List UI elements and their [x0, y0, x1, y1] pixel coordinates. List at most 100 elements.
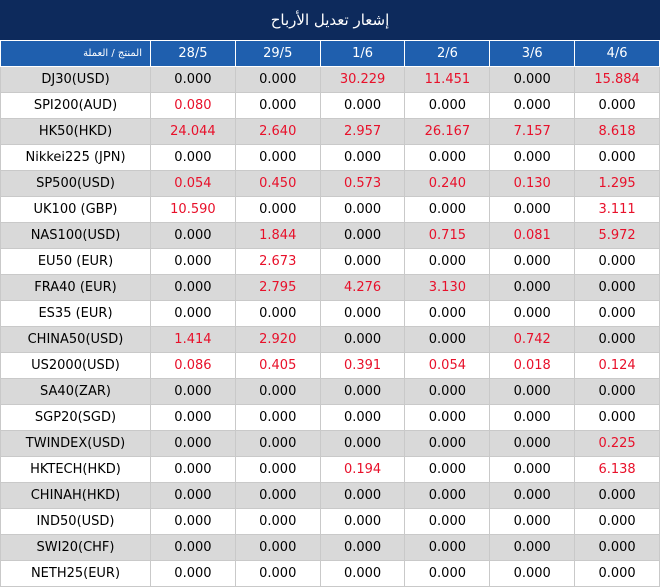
value-cell: 0.000 — [234, 430, 321, 457]
value-cell: 15.884 — [574, 66, 660, 93]
value-cell: 0.000 — [150, 300, 236, 327]
value-cell: 0.081 — [489, 222, 576, 249]
row: CHINAH(HKD) 0.000 0.000 0.000 0.000 0.000 0.00… — [0, 482, 660, 509]
value-cell: 0.000 — [489, 92, 576, 119]
header-row: المنتج / العملة 28/5 29/5 1/6 2/6 3/6 4/6 — [0, 40, 660, 67]
value-cell: 0.000 — [489, 378, 576, 405]
value-cell: 0.000 — [319, 196, 406, 223]
column-header: 1/6 — [319, 40, 406, 67]
value-cell: 0.000 — [404, 144, 491, 171]
value-cell: 0.000 — [319, 92, 406, 119]
value-cell: 0.000 — [319, 430, 406, 457]
row: CHINA50(USD) 1.414 2.920 0.000 0.000 0.742 0.0… — [0, 326, 660, 353]
value-cell: 24.044 — [150, 118, 236, 145]
value-cell: 6.138 — [574, 456, 660, 483]
value-cell: 0.000 — [404, 534, 491, 561]
row: ES35 (EUR) 0.000 0.000 0.000 0.000 0.000 0.000 — [0, 300, 660, 327]
value-cell: 0.124 — [574, 352, 660, 379]
value-cell: 3.130 — [404, 274, 491, 301]
value-cell: 7.157 — [489, 118, 576, 145]
value-cell: 0.000 — [234, 482, 321, 509]
value-cell: 2.640 — [234, 118, 321, 145]
value-cell: 0.000 — [489, 560, 576, 587]
value-cell: 1.414 — [150, 326, 236, 353]
value-cell: 0.000 — [404, 456, 491, 483]
column-header: 29/5 — [234, 40, 321, 67]
row: IND50(USD) 0.000 0.000 0.000 0.000 0.000 0.000 — [0, 508, 660, 535]
value-cell: 2.795 — [234, 274, 321, 301]
column-header: 2/6 — [404, 40, 491, 67]
product-cell: CHINAH(HKD) — [0, 482, 151, 509]
value-cell: 0.000 — [574, 274, 660, 301]
value-cell: 0.000 — [404, 326, 491, 353]
value-cell: 10.590 — [150, 196, 236, 223]
row: SA40(ZAR) 0.000 0.000 0.000 0.000 0.000 0.000 — [0, 378, 660, 405]
row: HKTECH(HKD) 0.000 0.000 0.194 0.000 0.000 6.13… — [0, 456, 660, 483]
product-cell: FRA40 (EUR) — [0, 274, 151, 301]
value-cell: 3.111 — [574, 196, 660, 223]
row: Nikkei225 (JPN) 0.000 0.000 0.000 0.000 0.000… — [0, 144, 660, 171]
value-cell: 0.000 — [489, 300, 576, 327]
value-cell: 0.000 — [234, 404, 321, 431]
value-cell: 0.000 — [150, 560, 236, 587]
column-header: المنتج / العملة — [0, 40, 151, 67]
value-cell: 0.000 — [234, 508, 321, 535]
value-cell: 0.054 — [404, 352, 491, 379]
value-cell: 0.000 — [404, 300, 491, 327]
value-cell: 0.000 — [234, 196, 321, 223]
row: SP500(USD) 0.054 0.450 0.573 0.240 0.130 1.295 — [0, 170, 660, 197]
value-cell: 4.276 — [319, 274, 406, 301]
product-cell: TWINDEX(USD) — [0, 430, 151, 457]
value-cell: 0.225 — [574, 430, 660, 457]
product-cell: HK50(HKD) — [0, 118, 151, 145]
value-cell: 2.957 — [319, 118, 406, 145]
value-cell: 0.000 — [234, 300, 321, 327]
value-cell: 0.000 — [319, 300, 406, 327]
value-cell: 0.000 — [489, 196, 576, 223]
value-cell: 0.000 — [319, 560, 406, 587]
value-cell: 0.000 — [234, 378, 321, 405]
row: DJ30(USD) 0.000 0.000 30.229 11.451 0.000 15.8… — [0, 66, 660, 93]
value-cell: 11.451 — [404, 66, 491, 93]
product-cell: NAS100(USD) — [0, 222, 151, 249]
value-cell: 0.000 — [574, 508, 660, 535]
value-cell: 0.000 — [319, 222, 406, 249]
value-cell: 0.130 — [489, 170, 576, 197]
value-cell: 0.000 — [404, 560, 491, 587]
value-cell: 0.000 — [574, 326, 660, 353]
value-cell: 0.000 — [404, 92, 491, 119]
value-cell: 0.000 — [404, 482, 491, 509]
value-cell: 0.054 — [150, 170, 236, 197]
value-cell: 0.742 — [489, 326, 576, 353]
row: HK50(HKD) 24.044 2.640 2.957 26.167 7.157 8.61… — [0, 118, 660, 145]
row: US2000(USD) 0.086 0.405 0.391 0.054 0.018 0.12… — [0, 352, 660, 379]
value-cell: 0.000 — [319, 144, 406, 171]
value-cell: 0.000 — [319, 378, 406, 405]
value-cell: 0.715 — [404, 222, 491, 249]
value-cell: 0.000 — [574, 144, 660, 171]
product-cell: SPI200(AUD) — [0, 92, 151, 119]
value-cell: 0.391 — [319, 352, 406, 379]
value-cell: 0.000 — [404, 196, 491, 223]
value-cell: 0.000 — [489, 66, 576, 93]
value-cell: 0.000 — [404, 508, 491, 535]
value-cell: 1.844 — [234, 222, 321, 249]
product-cell: CHINA50(USD) — [0, 326, 151, 353]
value-cell: 0.000 — [574, 482, 660, 509]
value-cell: 2.920 — [234, 326, 321, 353]
product-cell: HKTECH(HKD) — [0, 456, 151, 483]
product-cell: SP500(USD) — [0, 170, 151, 197]
value-cell: 0.194 — [319, 456, 406, 483]
value-cell: 0.000 — [489, 274, 576, 301]
value-cell: 0.000 — [150, 404, 236, 431]
value-cell: 0.000 — [234, 66, 321, 93]
column-header: 28/5 — [150, 40, 236, 67]
value-cell: 0.000 — [574, 404, 660, 431]
row: TWINDEX(USD) 0.000 0.000 0.000 0.000 0.000 0.2… — [0, 430, 660, 457]
value-cell: 0.000 — [150, 248, 236, 275]
product-cell: DJ30(USD) — [0, 66, 151, 93]
value-cell: 2.673 — [234, 248, 321, 275]
value-cell: 0.000 — [234, 456, 321, 483]
value-cell: 0.000 — [574, 534, 660, 561]
